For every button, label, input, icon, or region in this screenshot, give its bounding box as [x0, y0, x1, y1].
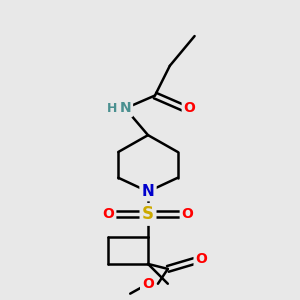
Text: S: S	[142, 206, 154, 224]
Text: O: O	[196, 252, 208, 266]
Text: N: N	[142, 184, 154, 199]
Text: O: O	[103, 207, 114, 221]
Text: N: N	[119, 101, 131, 116]
Text: O: O	[142, 277, 154, 291]
Text: O: O	[182, 207, 194, 221]
Text: O: O	[184, 101, 196, 116]
Text: H: H	[107, 102, 118, 115]
